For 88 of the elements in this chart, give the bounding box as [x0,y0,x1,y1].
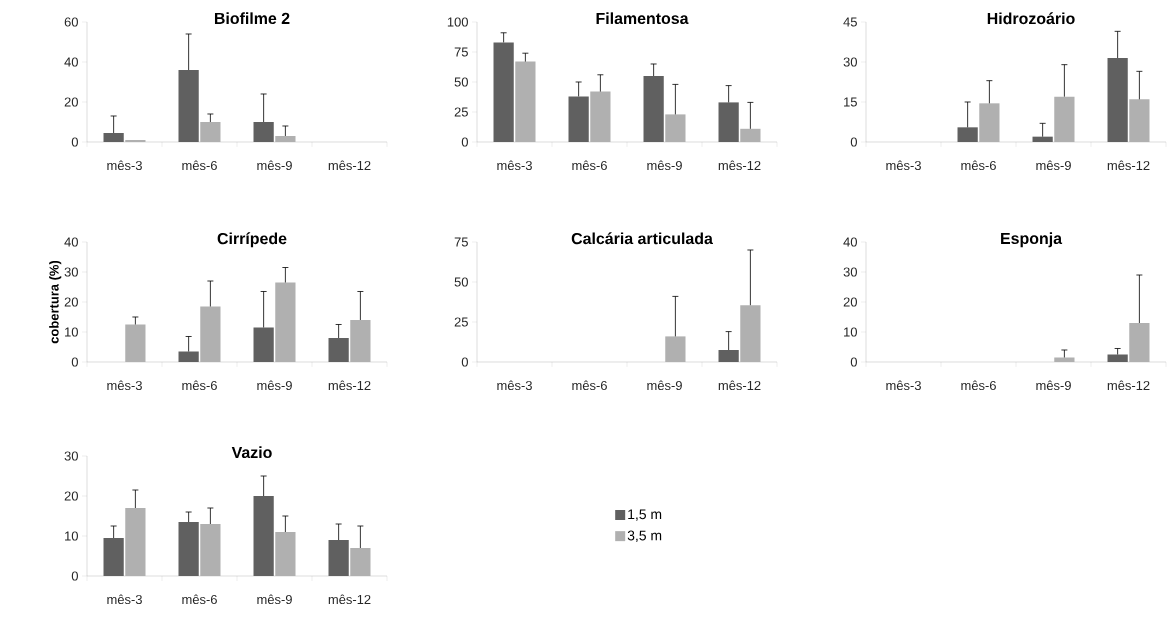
y-tick-label: 0 [71,571,78,581]
x-tick-label: mês-9 [257,160,292,171]
y-tick-label: 0 [461,137,468,147]
bar [493,42,514,142]
bar [178,522,199,576]
x-tick-label: mês-9 [647,160,682,171]
x-tick-label: mês-12 [328,380,371,391]
x-tick-label: mês-9 [257,594,292,605]
bar [253,327,274,362]
x-tick-label: mês-9 [1036,380,1071,391]
chart-title: Hidrozoário [987,12,1075,25]
y-tick-label: 75 [454,237,468,247]
bar [1107,58,1128,142]
x-tick-label: mês-3 [107,594,142,605]
x-tick-label: mês-12 [328,160,371,171]
x-tick-label: mês-9 [257,380,292,391]
bar [178,351,199,362]
bar [178,70,199,142]
x-tick-label: mês-3 [107,160,142,171]
x-tick-label: mês-3 [886,160,921,171]
y-tick-label: 25 [454,107,468,117]
y-tick-label: 0 [461,357,468,367]
y-tick-label: 15 [844,97,857,107]
y-tick-label: 60 [64,17,78,27]
x-tick-label: mês-3 [497,160,532,171]
x-tick-label: mês-6 [961,160,996,171]
y-tick-label: 10 [844,327,857,337]
bar [718,350,739,362]
bar [718,102,739,142]
x-tick-label: mês-9 [647,380,682,391]
chart-title: Filamentosa [596,12,689,25]
y-tick-label: 30 [64,451,78,461]
x-tick-label: mês-6 [961,380,996,391]
bar [253,122,274,142]
y-tick-label: 0 [71,357,78,367]
y-tick-label: 30 [843,57,857,67]
y-tick-label: 45 [843,17,857,27]
x-tick-label: mês-6 [572,160,607,171]
bar [643,75,664,142]
y-tick-label: 0 [850,357,857,367]
bar [1032,136,1053,142]
y-tick-label: 25 [454,317,468,327]
x-tick-label: mês-6 [182,594,217,605]
x-tick-label: mês-3 [886,380,921,391]
bar [328,338,349,362]
x-tick-label: mês-9 [1036,160,1071,171]
y-tick-label: 40 [843,237,857,247]
bar [103,538,124,576]
y-tick-label: 40 [64,57,78,67]
x-tick-label: mês-12 [718,380,761,391]
x-tick-label: mês-12 [1107,380,1150,391]
x-tick-label: mês-3 [497,380,532,391]
bar [568,96,589,142]
bar [253,496,274,576]
y-tick-label: 20 [64,97,78,107]
y-tick-label: 20 [64,491,78,501]
y-tick-label: 10 [65,531,78,541]
y-tick-label: 75 [454,47,468,57]
y-axis-title: cobertura (%) [49,260,62,344]
x-tick-label: mês-12 [1107,160,1150,171]
y-tick-label: 40 [64,237,78,247]
bar [1107,354,1128,362]
x-tick-label: mês-12 [328,594,371,605]
bar [328,540,349,576]
y-tick-label: 10 [65,327,78,337]
legend-label: 1,5 m [628,509,662,521]
x-tick-label: mês-12 [718,160,761,171]
y-tick-label: 100 [447,17,468,27]
bar [957,127,978,142]
y-tick-label: 20 [843,297,857,307]
chart-title: Vazio [231,446,272,459]
chart-title: Calcária articulada [571,232,713,245]
chart-title: Biofilme 2 [214,12,290,25]
chart-title: Cirrípede [217,232,287,248]
bar [103,132,124,142]
y-tick-label: 0 [71,137,78,147]
legend-label: 3,5 m [627,530,662,543]
y-tick-label: 30 [64,267,78,277]
y-tick-label: 30 [843,267,857,277]
chart-title: Esponja [1001,232,1063,248]
x-tick-label: mês-6 [572,380,607,391]
y-tick-label: 0 [850,137,857,147]
x-tick-label: mês-3 [107,380,142,391]
y-tick-label: 50 [454,277,468,287]
x-tick-label: mês-6 [182,380,217,391]
y-tick-label: 20 [64,297,78,307]
y-tick-label: 50 [454,77,468,87]
x-tick-label: mês-6 [182,160,217,171]
